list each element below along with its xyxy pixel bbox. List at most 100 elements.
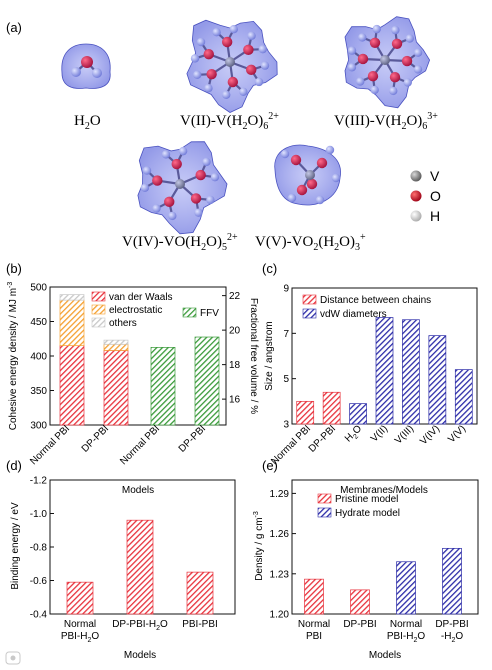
- bar-others: [59, 294, 85, 301]
- chart-e-xlabel: Models: [369, 650, 401, 661]
- legend-o-sphere: [410, 190, 422, 202]
- hydrogen-atom: [161, 150, 171, 159]
- hydrogen-atom: [229, 24, 238, 34]
- hydrogen-atom: [204, 83, 213, 93]
- hydrogen-atom: [140, 183, 150, 193]
- vanadium-atom: [305, 170, 315, 180]
- tick-label: 350: [30, 386, 47, 397]
- legend-label-hydrate: Hydrate model: [335, 508, 400, 519]
- oxygen-atom: [81, 56, 93, 68]
- chart-e-xtick: PBI: [306, 631, 322, 642]
- hydrogen-atom: [370, 85, 379, 95]
- legend-swatch-hydrate: [317, 507, 332, 518]
- chart-d: -1.2 -1.0 -0.8 -0.6 -0.4 Binding energy / eV…: [10, 476, 236, 661]
- hydrogen-atom: [152, 204, 161, 213]
- chart-c-xtick: V(IV): [418, 423, 442, 447]
- bar-vdw: [454, 369, 473, 425]
- bar-density: [304, 578, 324, 615]
- bar-electrostatic: [103, 343, 129, 351]
- bar-vdw: [402, 319, 420, 425]
- hydrogen-atom: [258, 44, 267, 54]
- oxygen-atom: [389, 72, 401, 83]
- hydrogen-atom: [287, 193, 297, 203]
- bar-others: [103, 339, 129, 345]
- chart-b-bars: [59, 294, 220, 426]
- chart-e-xtick: Normal: [390, 619, 422, 630]
- bar-density: [396, 561, 416, 615]
- hydrogen-atom: [372, 24, 381, 34]
- legend-swatch-others: [91, 317, 106, 328]
- hydrogen-atom: [178, 146, 188, 156]
- oxygen-atom: [221, 36, 233, 48]
- tick-label: 3: [283, 420, 289, 431]
- hydrogen-atom: [193, 70, 202, 80]
- bar-ffv: [194, 336, 220, 426]
- legend-h-label: H: [430, 208, 440, 224]
- label-h2o: H2O: [74, 113, 101, 132]
- tick-label: 1.26: [270, 529, 290, 540]
- legend-label-others: others: [109, 318, 137, 329]
- atom-legend: V O H: [410, 168, 441, 224]
- chart-b: 300 350 400 450 500 16 18 20 22 Cohesive energy…: [7, 282, 259, 496]
- tick-label: 500: [30, 283, 47, 294]
- panel-d-label: (d): [6, 458, 22, 473]
- oxygen-atom: [401, 55, 413, 67]
- oxygen-atom: [243, 44, 254, 56]
- legend-v-label: V: [430, 168, 440, 184]
- tick-label: 300: [30, 421, 47, 432]
- bar-vdw: [349, 403, 367, 425]
- chart-d-xlabel: Models: [124, 650, 156, 661]
- legend-swatch-distance: [302, 294, 317, 305]
- legend-label-ffv: FFV: [200, 308, 219, 319]
- hydrogen-atom: [389, 86, 398, 96]
- hydrogen-atom: [325, 145, 335, 155]
- hydrogen-atom: [247, 31, 256, 41]
- oxygen-atom: [206, 68, 217, 80]
- hydrogen-atom: [239, 87, 248, 96]
- vanadium-atom: [380, 55, 390, 65]
- chart-c-ticks: 3 5 7 9: [283, 284, 296, 431]
- tick-label: -1.2: [30, 476, 48, 487]
- legend-swatch-pristine: [317, 493, 332, 504]
- chart-e-xtick: -H2O: [441, 631, 463, 644]
- hydrogen-atom: [168, 211, 177, 221]
- chart-e-xtick: PBI-H2O: [387, 631, 426, 644]
- label-v2: V(II)-V(H2O)62+: [180, 111, 279, 132]
- hydrogen-atom: [403, 78, 412, 87]
- chart-e-ylabel: Density / g cm-3: [253, 511, 265, 581]
- oxygen-atom: [152, 175, 163, 186]
- oxygen-atom: [306, 178, 318, 190]
- tick-label: 1.23: [270, 569, 290, 580]
- legend-swatch-vdw: [91, 291, 106, 302]
- tick-label: -0.4: [30, 610, 48, 621]
- hydrogen-atom: [190, 54, 200, 63]
- hydrogen-atom: [212, 28, 221, 37]
- bar-van-der-Waals: [103, 350, 129, 426]
- chart-c-xtick: DP-PBI: [307, 423, 338, 454]
- hydrogen-atom: [92, 68, 102, 78]
- legend-swatch-vdw-diam: [302, 308, 317, 319]
- legend-label-electrostatic: electrostatic: [109, 305, 162, 316]
- panel-c-label: (c): [262, 261, 277, 276]
- hydrogen-atom: [71, 67, 81, 77]
- chart-c-xtick: V(V): [446, 423, 468, 445]
- chart-e-xtick: DP-PBI: [343, 619, 376, 630]
- bar-distance: [322, 391, 341, 425]
- panel-a-label: (a): [6, 20, 22, 35]
- oxygen-atom: [246, 64, 257, 76]
- chart-c-xlabel: Membranes/Models: [340, 485, 428, 496]
- chart-c-xtick: V(III): [393, 423, 416, 446]
- tick-label: 5: [283, 374, 289, 385]
- hydrogen-atom: [196, 37, 206, 47]
- chart-b-xcats: Normal PBI DP-PBI Normal PBI DP-PBI: [28, 423, 208, 467]
- bar-binding-energy: [66, 581, 94, 615]
- hydrogen-atom: [206, 195, 215, 205]
- chart-c-xtick: H2O: [343, 423, 366, 446]
- oxygen-atom: [203, 48, 214, 60]
- chart-c-xtick: Normal PBI: [269, 423, 313, 467]
- label-v5: V(V)-VO2(H2O)3+: [255, 232, 366, 253]
- chart-c: 3 5 7 9 Size / angstrom Normal PBI DP-PBI H…: [264, 284, 478, 496]
- hydrogen-atom: [254, 77, 264, 87]
- chart-e-xtick: DP-PBI: [435, 619, 468, 630]
